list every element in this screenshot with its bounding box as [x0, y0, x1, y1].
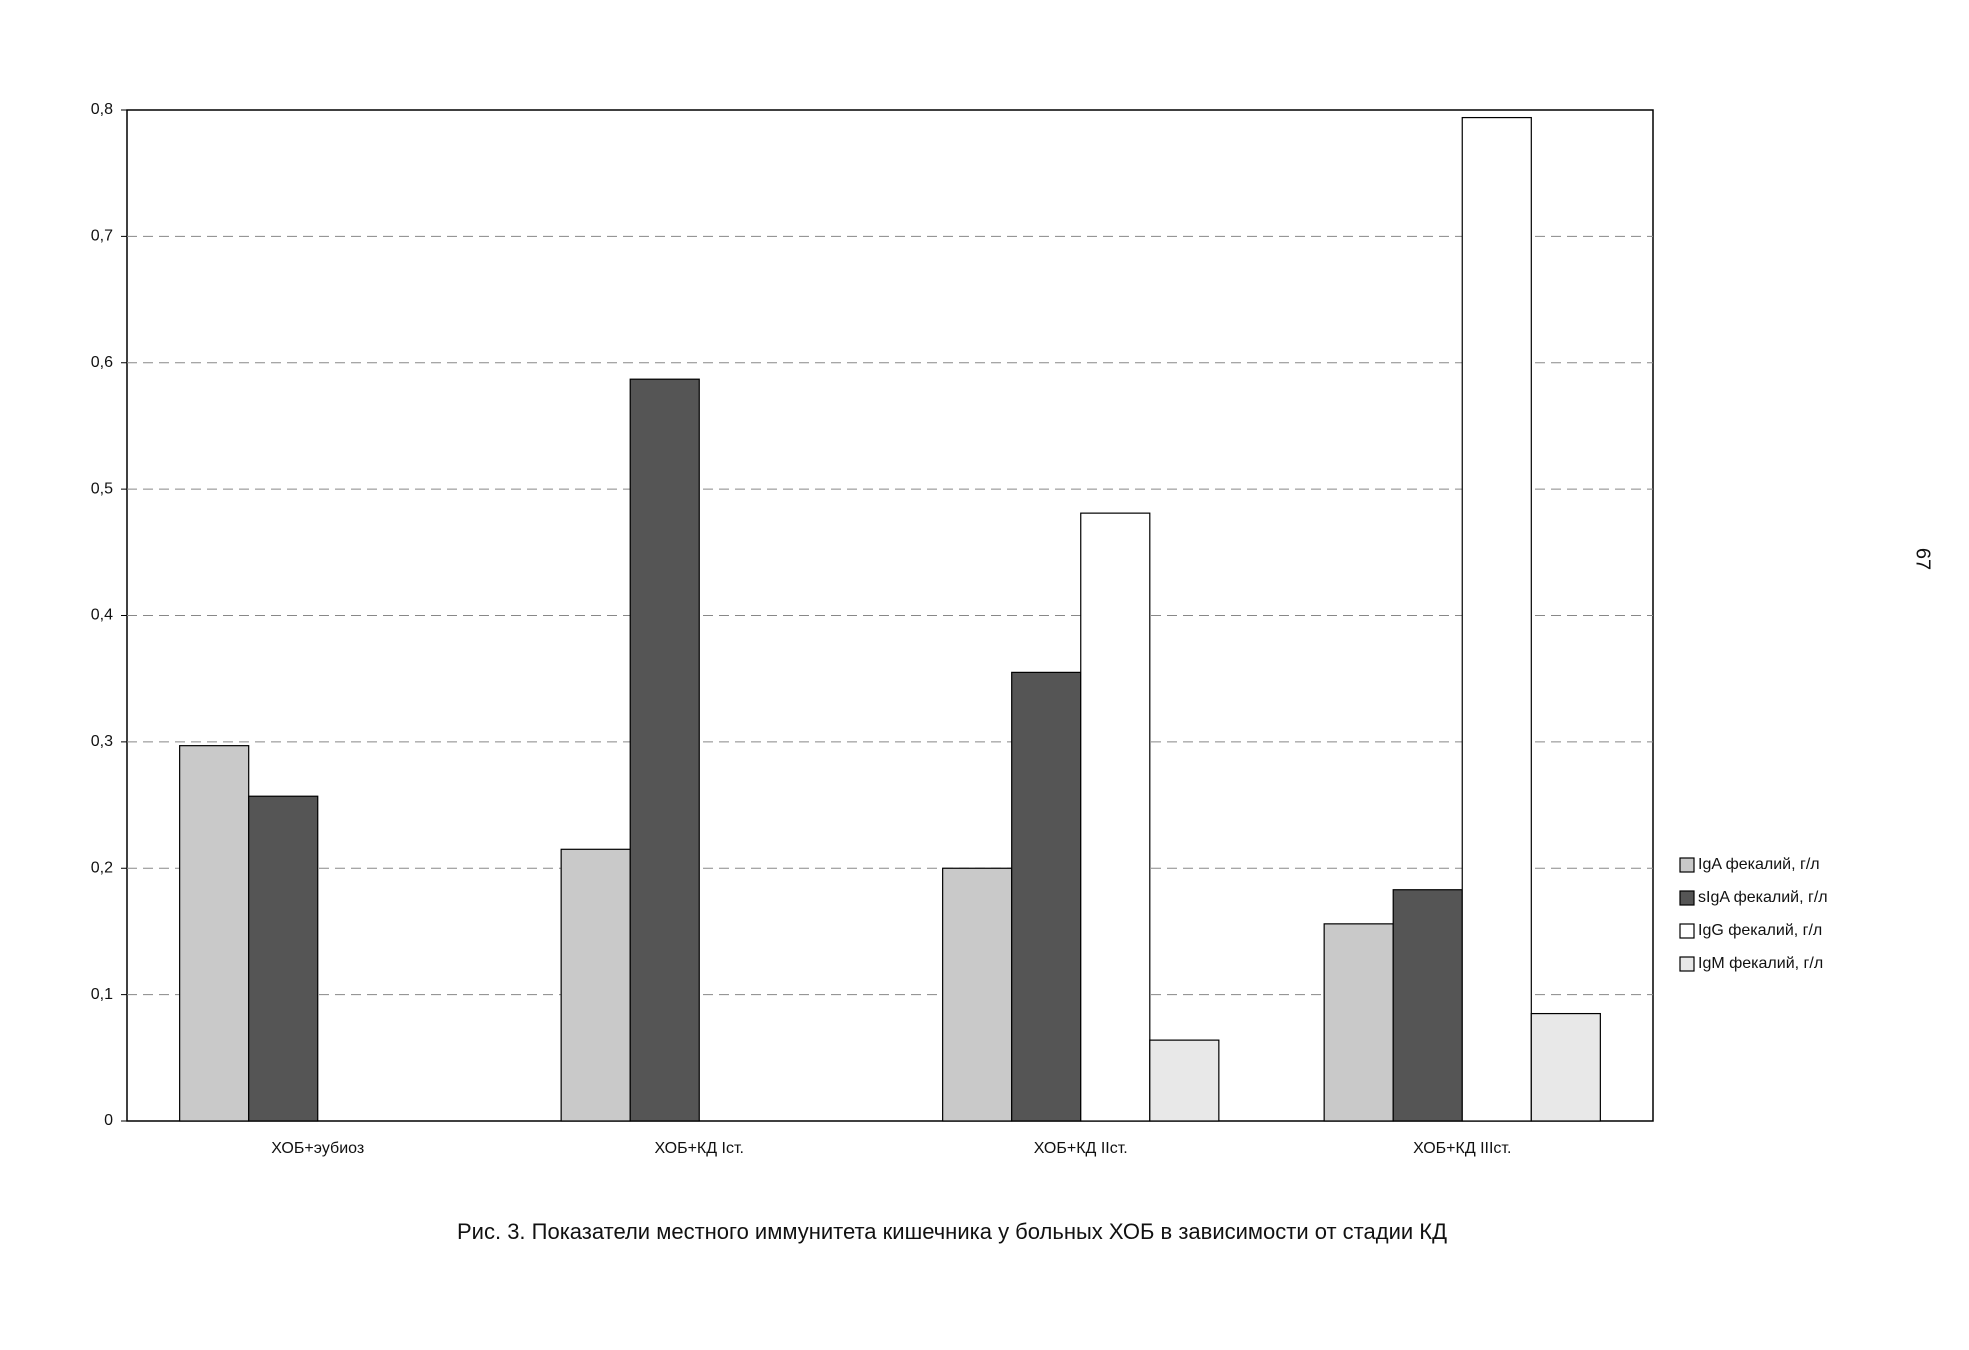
y-tick-label: 0,1 [91, 986, 113, 1003]
y-tick-label: 0,4 [91, 607, 113, 624]
x-tick-label: ХОБ+КД Iст. [655, 1140, 744, 1157]
legend-swatch [1679, 923, 1695, 939]
legend-label: IgG фекалий, г/л [1698, 922, 1822, 939]
bar [1149, 1039, 1220, 1122]
y-tick-label: 0,5 [91, 480, 113, 497]
legend-swatch [1679, 956, 1695, 972]
x-tick-label: ХОБ+КД IIст. [1034, 1140, 1128, 1157]
legend-label: sIgA фекалий, г/л [1698, 889, 1828, 906]
caption: Рис. 3. Показатели местного иммунитета к… [457, 1219, 1447, 1244]
bar [629, 378, 700, 1122]
bar [1080, 512, 1151, 1122]
legend-swatch [1679, 857, 1695, 873]
bar [1530, 1012, 1601, 1122]
y-tick-label: 0 [104, 1112, 113, 1129]
page-number: 67 [1912, 548, 1934, 570]
bar [1011, 671, 1082, 1122]
bar [942, 867, 1013, 1122]
bar [560, 848, 631, 1122]
bar [1461, 116, 1532, 1122]
bar [1323, 923, 1394, 1122]
legend-label: IgA фекалий, г/л [1698, 856, 1820, 873]
y-tick-label: 0,3 [91, 733, 113, 750]
bar [248, 795, 319, 1122]
y-tick-label: 0,2 [91, 859, 113, 876]
y-tick-label: 0,6 [91, 354, 113, 371]
y-tick-label: 0,7 [91, 228, 113, 245]
bar [179, 745, 250, 1122]
x-tick-label: ХОБ+эубиоз [271, 1140, 364, 1157]
legend-swatch [1679, 890, 1695, 906]
legend-label: IgM фекалий, г/л [1698, 955, 1823, 972]
x-tick-label: ХОБ+КД IIIст. [1413, 1140, 1511, 1157]
y-tick-label: 0,8 [91, 101, 113, 118]
bar [1392, 889, 1463, 1122]
